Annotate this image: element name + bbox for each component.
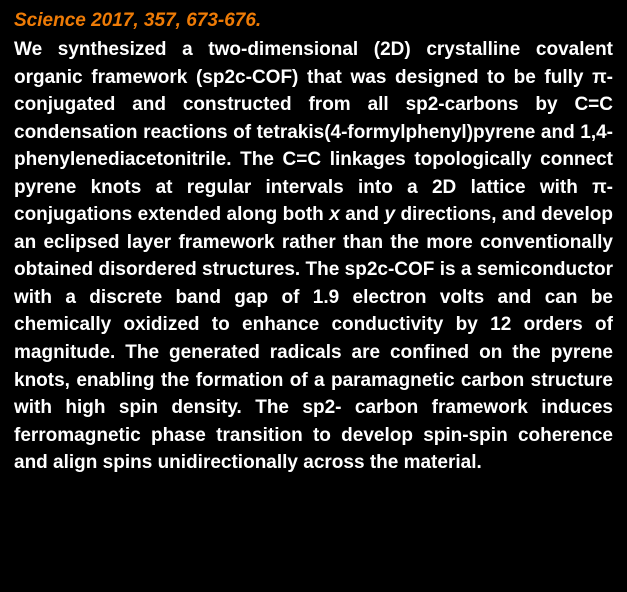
abstract-part1: We synthesized a two-dimensional (2D) cr… <box>14 39 613 225</box>
citation-details: 2017, 357, 673-676. <box>86 10 261 31</box>
x-direction: x <box>329 204 340 225</box>
abstract-text: We synthesized a two-dimensional (2D) cr… <box>14 36 613 477</box>
abstract-part2: directions, and develop an eclipsed laye… <box>14 204 613 473</box>
journal-name: Science <box>14 10 86 31</box>
citation-line: Science 2017, 357, 673-676. <box>14 10 613 32</box>
y-direction: y <box>384 204 395 225</box>
abstract-and: and <box>340 204 385 225</box>
